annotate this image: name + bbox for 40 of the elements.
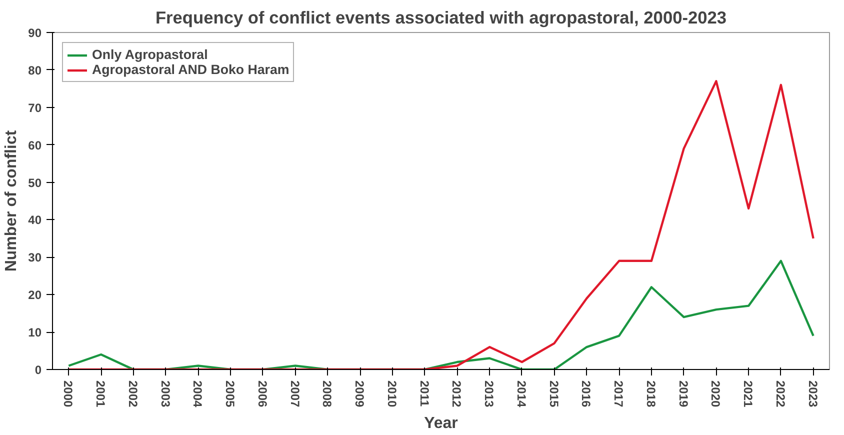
x-tick-label: 2014 — [514, 380, 528, 408]
legend-label: Only Agropastoral — [92, 47, 208, 62]
y-tick-label: 90 — [28, 26, 42, 40]
x-tick-label: 2005 — [223, 380, 238, 408]
x-tick-label: 2006 — [255, 380, 270, 408]
x-tick-label: 2015 — [546, 380, 561, 408]
y-tick-label: 20 — [28, 288, 42, 302]
y-tick-label: 40 — [28, 213, 42, 228]
x-tick-label: 2004 — [190, 380, 205, 408]
x-tick-label: 2021 — [741, 380, 756, 408]
chart-title: Frequency of conflict events associated with agropastoral, 2000-2023 — [155, 8, 727, 28]
x-tick-label: 2018 — [644, 380, 658, 408]
x-tick-label: 2000 — [61, 380, 76, 408]
x-tick-label: 2003 — [158, 380, 172, 408]
line-series — [68, 80, 814, 370]
x-tick-label: 2016 — [579, 380, 594, 408]
x-tick-label: 2013 — [482, 380, 496, 408]
y-tick-label: 10 — [28, 326, 42, 340]
y-tick-label: 60 — [28, 138, 42, 152]
y-tick-label: 70 — [28, 100, 42, 115]
y-tick-label: 80 — [28, 63, 42, 78]
y-tick-label: 0 — [34, 363, 42, 377]
y-tick-label: 30 — [28, 250, 42, 265]
x-tick-label: 2012 — [450, 380, 464, 408]
x-tick-label: 2011 — [417, 380, 432, 407]
x-tick-label: 2009 — [352, 380, 367, 408]
legend-label: Agropastoral AND Boko Haram — [92, 62, 290, 77]
y-tick-label: 50 — [28, 176, 42, 190]
x-tick-label: 2023 — [806, 380, 820, 408]
x-axis-title: Year — [424, 415, 458, 432]
x-tick-label: 2022 — [773, 380, 788, 408]
x-tick-label: 2010 — [384, 380, 399, 408]
x-tick-label: 2001 — [94, 380, 108, 408]
y-axis-title: Number of conflict — [3, 130, 20, 272]
x-tick-label: 2020 — [708, 380, 723, 408]
x-tick-label: 2017 — [612, 380, 626, 408]
x-tick-label: 2019 — [676, 380, 690, 408]
x-tick-label: 2002 — [126, 380, 140, 408]
x-tick-label: 2007 — [288, 380, 302, 408]
x-tick-label: 2008 — [320, 380, 334, 408]
